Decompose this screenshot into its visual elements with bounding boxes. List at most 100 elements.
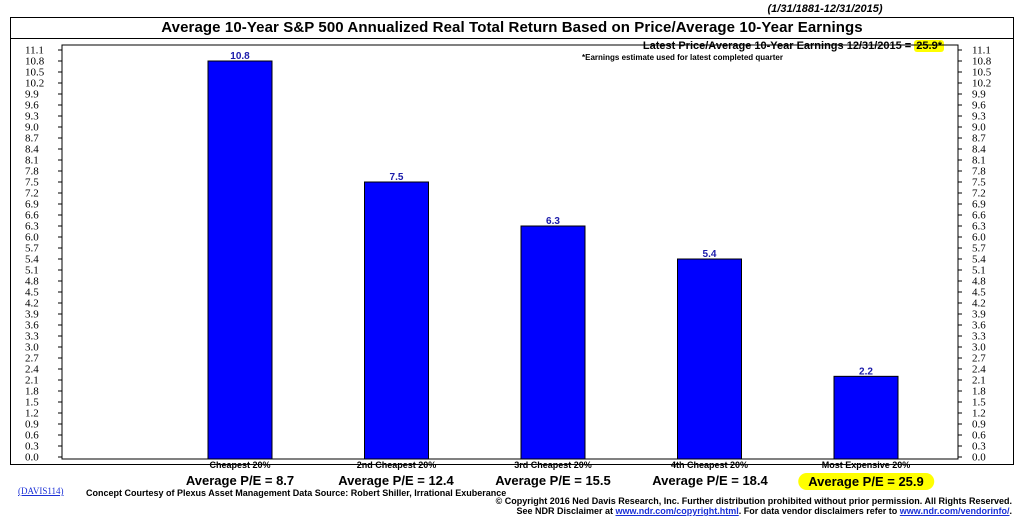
y-tick-label-right-33: 9.9 — [972, 89, 986, 101]
y-tick-label-left-10: 3.0 — [25, 342, 39, 354]
y-tick-label-left-17: 5.1 — [25, 265, 39, 277]
category-label-5: Most Expensive 20% — [822, 460, 911, 470]
y-tick-label-left-25: 7.5 — [25, 177, 39, 189]
y-tick-label-right-16: 4.8 — [972, 276, 986, 288]
avg-pe-label-5: Average P/E = 25.9 — [798, 473, 934, 490]
y-tick-label-right-21: 6.3 — [972, 221, 986, 233]
chart-frame — [10, 17, 1014, 465]
latest-pe-label: Latest Price/Average 10-Year Earnings 12… — [642, 40, 912, 52]
y-tick-label-right-3: 0.9 — [972, 419, 986, 431]
copyright-link[interactable]: www.ndr.com/copyright.html — [615, 506, 739, 516]
bar-value-label-5: 2.2 — [859, 366, 873, 377]
chart-code: (DAVIS114) — [18, 486, 64, 496]
y-tick-label-right-1: 0.3 — [972, 441, 986, 453]
y-tick-label-left-28: 8.4 — [25, 144, 39, 156]
y-tick-label-right-28: 8.4 — [972, 144, 986, 156]
y-tick-label-left-26: 7.8 — [25, 166, 39, 178]
title-divider — [10, 38, 1014, 39]
y-tick-label-right-0: 0.0 — [972, 452, 986, 464]
y-tick-label-left-8: 2.4 — [25, 364, 39, 376]
bar-value-label-1: 10.8 — [230, 51, 250, 62]
y-tick-label-left-21: 6.3 — [25, 221, 39, 233]
bar-5 — [833, 375, 899, 460]
y-tick-label-right-26: 7.8 — [972, 166, 986, 178]
category-label-1: Cheapest 20% — [209, 460, 270, 470]
y-tick-label-left-4: 1.2 — [25, 408, 39, 420]
y-tick-label-left-2: 0.6 — [25, 430, 39, 442]
y-tick-label-right-24: 7.2 — [972, 188, 986, 200]
y-tick-label-right-36: 10.8 — [972, 56, 992, 68]
y-tick-label-left-33: 9.9 — [25, 89, 39, 101]
disclaimer-mid: . For data vendor disclaimers refer to — [738, 506, 898, 516]
courtesy-note: Concept Courtesy of Plexus Asset Managem… — [86, 488, 507, 498]
y-tick-label-left-23: 6.9 — [25, 199, 39, 211]
y-tick-label-right-37: 11.1 — [972, 45, 991, 57]
latest-pe-note: Latest Price/Average 10-Year Earnings 12… — [643, 40, 944, 52]
y-tick-label-right-5: 1.5 — [972, 397, 986, 409]
y-tick-label-right-30: 9.0 — [972, 122, 986, 134]
y-tick-label-right-15: 4.5 — [972, 287, 986, 299]
y-tick-label-right-17: 5.1 — [972, 265, 986, 277]
y-tick-label-left-22: 6.6 — [25, 210, 39, 222]
y-tick-label-right-23: 6.9 — [972, 199, 986, 211]
y-tick-label-right-20: 6.0 — [972, 232, 986, 244]
y-tick-label-left-12: 3.6 — [25, 320, 39, 332]
y-tick-label-left-19: 5.7 — [25, 243, 39, 255]
y-tick-label-left-36: 10.8 — [25, 56, 45, 68]
y-tick-label-right-22: 6.6 — [972, 210, 986, 222]
y-tick-label-left-5: 1.5 — [25, 397, 39, 409]
y-tick-label-left-11: 3.3 — [25, 331, 39, 343]
y-tick-label-right-7: 2.1 — [972, 375, 986, 387]
bar-1 — [207, 60, 273, 460]
y-tick-label-left-34: 10.2 — [25, 78, 44, 90]
y-tick-label-left-32: 9.6 — [25, 100, 39, 112]
y-tick-label-right-9: 2.7 — [972, 353, 986, 365]
y-tick-label-right-32: 9.6 — [972, 100, 986, 112]
vendorinfo-link[interactable]: www.ndr.com/vendorinfo/ — [899, 506, 1010, 516]
y-tick-label-right-34: 10.2 — [972, 78, 991, 90]
y-tick-label-left-13: 3.9 — [25, 309, 39, 321]
y-tick-label-left-7: 2.1 — [25, 375, 39, 387]
y-tick-label-left-31: 9.3 — [25, 111, 39, 123]
chart-title: Average 10-Year S&P 500 Annualized Real … — [161, 19, 863, 36]
y-tick-label-right-27: 8.1 — [972, 155, 986, 167]
avg-pe-label-2: Average P/E = 12.4 — [338, 473, 454, 488]
disclaimer-note: See NDR Disclaimer at www.ndr.com/copyri… — [516, 506, 1012, 516]
y-tick-label-left-16: 4.8 — [25, 276, 39, 288]
copyright-note: © Copyright 2016 Ned Davis Research, Inc… — [495, 496, 1012, 506]
y-tick-label-left-9: 2.7 — [25, 353, 39, 365]
estimate-note: *Earnings estimate used for latest compl… — [582, 53, 783, 62]
avg-pe-label-3: Average P/E = 15.5 — [495, 473, 611, 488]
y-tick-label-left-24: 7.2 — [25, 188, 39, 200]
bar-4 — [677, 258, 742, 460]
y-tick-label-left-30: 9.0 — [25, 122, 39, 134]
y-tick-label-right-14: 4.2 — [972, 298, 986, 310]
y-tick-label-left-29: 8.7 — [25, 133, 39, 145]
y-tick-label-left-35: 10.5 — [25, 67, 45, 79]
y-tick-label-left-0: 0.0 — [25, 452, 39, 464]
y-tick-label-left-14: 4.2 — [25, 298, 39, 310]
y-tick-label-left-6: 1.8 — [25, 386, 39, 398]
y-tick-label-left-18: 5.4 — [25, 254, 39, 266]
y-tick-label-right-29: 8.7 — [972, 133, 986, 145]
plot-area — [61, 44, 959, 460]
y-tick-label-right-10: 3.0 — [972, 342, 986, 354]
y-tick-label-left-20: 6.0 — [25, 232, 39, 244]
category-label-4: 4th Cheapest 20% — [671, 460, 748, 470]
y-tick-label-left-27: 8.1 — [25, 155, 39, 167]
y-tick-label-right-6: 1.8 — [972, 386, 986, 398]
avg-pe-label-1: Average P/E = 8.7 — [185, 473, 295, 488]
y-tick-label-right-13: 3.9 — [972, 309, 986, 321]
bar-3 — [520, 225, 586, 460]
date-range: (1/31/1881-12/31/2015) — [767, 3, 883, 15]
y-tick-label-right-35: 10.5 — [972, 67, 992, 79]
y-tick-label-right-11: 3.3 — [972, 331, 986, 343]
category-label-3: 3rd Cheapest 20% — [514, 460, 592, 470]
y-tick-label-left-1: 0.3 — [25, 441, 39, 453]
y-tick-label-left-37: 11.1 — [25, 45, 44, 57]
avg-pe-label-4: Average P/E = 18.4 — [652, 473, 768, 488]
y-tick-label-right-25: 7.5 — [972, 177, 986, 189]
y-tick-label-right-8: 2.4 — [972, 364, 986, 376]
y-tick-label-right-31: 9.3 — [972, 111, 986, 123]
